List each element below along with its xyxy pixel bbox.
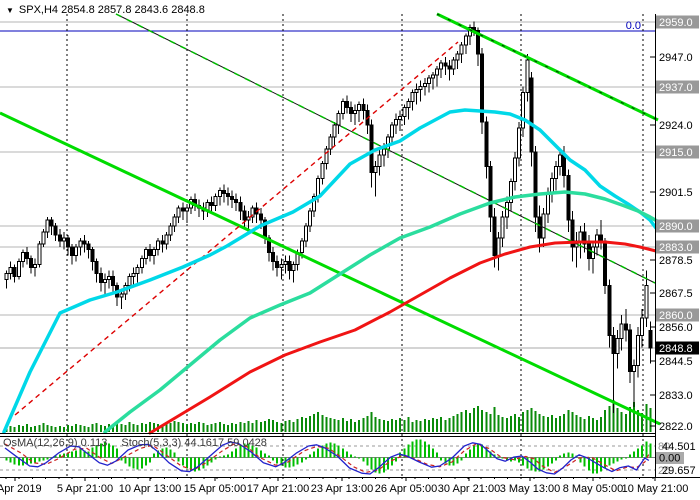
symbol-ohlc-label: ▼ SPX,H4 2854.8 2857.8 2843.6 2848.8 — [6, 4, 205, 16]
date-tick-label: 10 May 21:00 — [622, 483, 689, 495]
price-tick-label: 2833.0 — [659, 390, 693, 402]
svg-text:2848.8: 2848.8 — [659, 343, 693, 355]
price-tick-label: 2867.5 — [659, 288, 693, 300]
date-tick-label: 10 Apr 13:00 — [119, 483, 181, 495]
candles — [4, 21, 653, 413]
moving-averages — [2, 108, 659, 435]
price-level-badge — [656, 80, 699, 94]
price-level-badge — [656, 308, 699, 322]
price-level-badge — [656, 145, 699, 159]
price-axis: 2947.0 2924.0 2901.5 2878.5 2867.5 2856.0 2844… — [650, 15, 699, 433]
svg-text:20: 20 — [658, 465, 670, 477]
price-tick-label: 2822.0 — [659, 421, 693, 433]
date-tick-label: 3 Apr 2019 — [0, 483, 42, 495]
indicator-panel — [0, 439, 655, 475]
price-level-badge — [656, 15, 699, 29]
svg-text:2890.0: 2890.0 — [659, 221, 693, 233]
uptrend-support — [0, 111, 661, 426]
svg-text:2937.0: 2937.0 — [659, 82, 693, 94]
price-tick-label: 2924.0 — [659, 120, 693, 132]
stoch-k-line — [4, 441, 650, 475]
date-tick-label: 15 Apr 05:00 — [184, 483, 246, 495]
price-tick-label: 2947.0 — [659, 52, 693, 64]
svg-text:80: 80 — [658, 441, 670, 453]
date-tick-label: 30 Apr 21:00 — [438, 483, 500, 495]
svg-text:2883.0: 2883.0 — [659, 242, 693, 254]
fibo-line: 0.0 — [0, 20, 655, 32]
fast-ma-cyan — [2, 108, 658, 434]
date-tick-label: 23 Apr 13:00 — [311, 483, 373, 495]
price-tick-label: 2856.0 — [659, 322, 693, 334]
svg-text:2915.0: 2915.0 — [659, 147, 693, 159]
stoch-d-line — [4, 443, 650, 473]
date-tick-label: 3 May 13:00 — [500, 483, 561, 495]
svg-text:44.501: 44.501 — [662, 441, 696, 453]
svg-text:2959.0: 2959.0 — [659, 17, 693, 29]
stoch-label: Stoch(5,3,3) 44.1617 59.0428 — [121, 437, 267, 449]
svg-text:0.00: 0.00 — [659, 453, 680, 465]
price-tick-label: 2878.5 — [659, 255, 693, 267]
date-tick-label: 26 Apr 05:00 — [375, 483, 437, 495]
price-tick-label: 2844.5 — [659, 356, 693, 368]
price-level-badge — [656, 240, 699, 254]
volume-bars — [5, 400, 652, 432]
osma-label: OsMA(12,26,9) 0.113 — [3, 437, 108, 449]
slow-ma-red — [148, 240, 658, 435]
period-separators — [66, 14, 644, 477]
broken-support — [14, 41, 459, 416]
price-level-badge — [656, 219, 699, 233]
svg-text:29.657: 29.657 — [662, 465, 696, 477]
symbol-dropdown-icon[interactable]: ▼ — [6, 5, 14, 15]
symbol-ohlc-text: SPX,H4 2854.8 2857.8 2843.6 2848.8 — [18, 4, 205, 16]
svg-text:2860.0: 2860.0 — [659, 310, 693, 322]
indicator-labels: OsMA(12,26,9) 0.113 Stoch(5,3,3) 44.1617… — [3, 437, 267, 449]
fib-level-label: 0.0 — [626, 20, 641, 32]
date-tick-label: 5 Apr 21:00 — [57, 483, 113, 495]
trend-lines — [0, 12, 661, 426]
date-tick-label: 17 Apr 21:00 — [247, 483, 309, 495]
osma-zero-badge — [656, 452, 684, 464]
chart-borders — [0, 14, 700, 478]
date-tick-label: 8 May 05:00 — [563, 483, 624, 495]
mid-ma-mint — [103, 190, 659, 434]
current-price-badge — [656, 341, 699, 355]
price-tick-label: 2901.5 — [659, 187, 693, 199]
